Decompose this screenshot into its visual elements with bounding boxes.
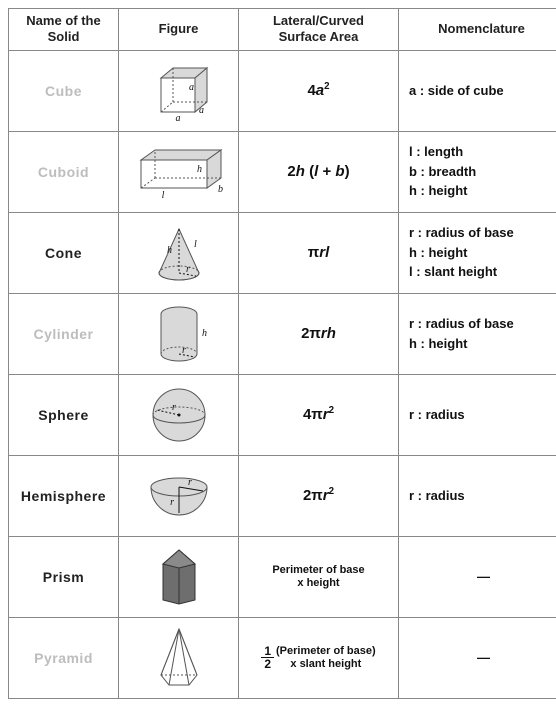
formula-cell: 2πrh bbox=[239, 293, 399, 374]
header-figure: Figure bbox=[119, 9, 239, 51]
header-nomen: Nomenclature bbox=[399, 9, 556, 51]
svg-text:h: h bbox=[202, 328, 207, 339]
formula-cell: πrl bbox=[239, 212, 399, 293]
solid-name: Cube bbox=[9, 50, 119, 131]
solid-name: Hemisphere bbox=[9, 455, 119, 536]
svg-text:l: l bbox=[161, 190, 164, 201]
formula-cell: Perimeter of basex height bbox=[239, 536, 399, 617]
solid-name: Cylinder bbox=[9, 293, 119, 374]
nomenclature-cell: l : lengthb : breadthh : height bbox=[399, 131, 556, 212]
svg-text:r: r bbox=[172, 402, 176, 413]
table-row: Prism Perimeter of basex height— bbox=[9, 536, 556, 617]
nomenclature-cell: r : radius of baseh : height bbox=[399, 293, 556, 374]
nomenclature-cell: — bbox=[399, 536, 556, 617]
hemisphere-figure: rr bbox=[119, 455, 239, 536]
svg-text:r: r bbox=[170, 497, 174, 508]
solid-name: Cone bbox=[9, 212, 119, 293]
table-row: Pyramid 12(Perimeter of base)x slant hei… bbox=[9, 617, 556, 698]
nomenclature-cell: r : radius bbox=[399, 455, 556, 536]
svg-text:a: a bbox=[175, 113, 180, 124]
formula-cell: 4πr2 bbox=[239, 374, 399, 455]
nomenclature-cell: r : radius of baseh : heightl : slant he… bbox=[399, 212, 556, 293]
cone-figure: h l r bbox=[119, 212, 239, 293]
svg-text:h: h bbox=[197, 164, 202, 175]
cube-figure: a a a bbox=[119, 50, 239, 131]
pyramid-figure bbox=[119, 617, 239, 698]
nomenclature-cell: — bbox=[399, 617, 556, 698]
table-row: Cuboid h b l 2h (l + b)l : lengthb : bread… bbox=[9, 131, 556, 212]
header-row: Name of theSolid Figure Lateral/CurvedSu… bbox=[9, 9, 556, 51]
svg-text:b: b bbox=[218, 184, 223, 195]
formula-cell: 12(Perimeter of base)x slant height bbox=[239, 617, 399, 698]
table-row: Cylinder hr 2πrhr : radius of baseh : he… bbox=[9, 293, 556, 374]
solids-table: Name of theSolid Figure Lateral/CurvedSu… bbox=[8, 8, 556, 699]
cylinder-figure: hr bbox=[119, 293, 239, 374]
header-formula: Lateral/CurvedSurface Area bbox=[239, 9, 399, 51]
nomenclature-cell: r : radius bbox=[399, 374, 556, 455]
surface-area-table-page: Name of theSolid Figure Lateral/CurvedSu… bbox=[0, 0, 556, 707]
solid-name: Prism bbox=[9, 536, 119, 617]
svg-text:a: a bbox=[189, 82, 194, 93]
table-row: Cone h l r πrlr : radius of baseh : height… bbox=[9, 212, 556, 293]
svg-text:r: r bbox=[186, 264, 190, 275]
svg-text:l: l bbox=[194, 239, 197, 250]
prism-figure bbox=[119, 536, 239, 617]
svg-text:a: a bbox=[199, 105, 204, 116]
sphere-figure: r bbox=[119, 374, 239, 455]
solid-name: Pyramid bbox=[9, 617, 119, 698]
solid-name: Cuboid bbox=[9, 131, 119, 212]
solid-name: Sphere bbox=[9, 374, 119, 455]
svg-text:r: r bbox=[188, 477, 192, 488]
cuboid-figure: h b l bbox=[119, 131, 239, 212]
table-row: Sphere r 4πr2r : radius bbox=[9, 374, 556, 455]
formula-cell: 4a2 bbox=[239, 50, 399, 131]
formula-cell: 2h (l + b) bbox=[239, 131, 399, 212]
nomenclature-cell: a : side of cube bbox=[399, 50, 556, 131]
svg-text:r: r bbox=[182, 345, 186, 356]
svg-text:h: h bbox=[167, 245, 172, 256]
header-name: Name of theSolid bbox=[9, 9, 119, 51]
table-row: Cube a a a 4a2a : side of cube bbox=[9, 50, 556, 131]
table-row: Hemisphere rr 2πr2r : radius bbox=[9, 455, 556, 536]
table-body: Cube a a a 4a2a : side of cube Cuboid h b l 2… bbox=[9, 50, 556, 698]
formula-cell: 2πr2 bbox=[239, 455, 399, 536]
